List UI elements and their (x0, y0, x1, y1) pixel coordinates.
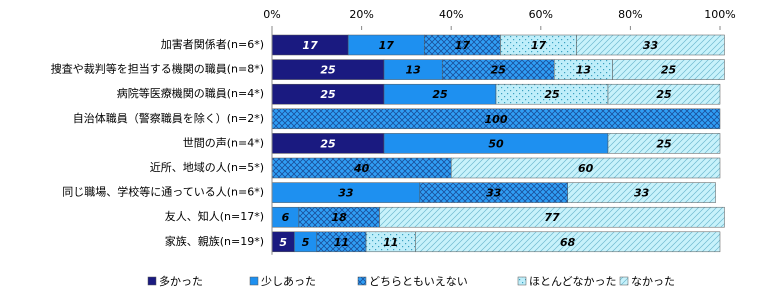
legend-label: ほとんどなかった (529, 275, 616, 288)
category-label: 世間の声(n=4*) (183, 135, 264, 149)
bar-segment (607, 83, 721, 105)
x-tick-label: 100% (704, 8, 735, 21)
value-label: 25 (491, 64, 507, 77)
value-label: 33 (486, 187, 502, 200)
category-label: 病院等医療機関の職員(n=4*) (117, 86, 264, 100)
value-label: 100 (485, 113, 508, 126)
x-tick-label: 60% (529, 8, 553, 21)
value-label: 11 (334, 236, 349, 249)
bar-segment (450, 157, 721, 179)
bar-segment (567, 182, 716, 203)
value-label: 5 (302, 236, 310, 249)
value-label: 33 (338, 187, 354, 200)
category-label: 同じ職場、学校等に通っている人(n=6*) (62, 185, 264, 199)
value-label: 13 (576, 64, 592, 77)
value-label: 77 (544, 211, 560, 224)
value-label: 17 (379, 39, 395, 52)
value-label: 11 (383, 236, 398, 249)
value-label: 6 (282, 211, 290, 224)
value-label: 25 (320, 88, 336, 101)
value-label: 33 (634, 187, 650, 200)
category-label: 家族、親族(n=19*) (165, 234, 264, 248)
value-label: 60 (578, 162, 594, 175)
value-label: 25 (661, 64, 677, 77)
value-label: 17 (531, 39, 547, 52)
legend-swatch (357, 276, 367, 286)
category-label: 友人、知人(n=17*) (165, 209, 264, 223)
bar-segment (415, 231, 721, 253)
x-tick-label: 80% (618, 8, 642, 21)
bar-segment (612, 59, 725, 80)
value-label: 25 (320, 137, 336, 150)
value-label: 40 (353, 162, 370, 175)
value-label: 17 (302, 39, 318, 52)
value-label: 68 (560, 236, 576, 249)
value-label: 13 (405, 64, 421, 77)
legend-label: 多かった (159, 274, 203, 288)
legend-label: なかった (631, 275, 675, 288)
value-label: 50 (488, 137, 504, 150)
legend-swatch (249, 276, 259, 286)
category-label: 近所、地域の人(n=5*) (150, 161, 264, 174)
legend-swatch (619, 276, 629, 286)
value-label: 17 (455, 39, 471, 52)
bar-segment (576, 34, 725, 56)
category-label: 自治体職員（警察職員を除く）(n=2*) (73, 111, 264, 125)
value-label: 18 (332, 211, 348, 224)
bar-segment (607, 133, 721, 154)
value-label: 25 (656, 88, 672, 101)
category-label: 加害者関係者(n=6*) (161, 37, 264, 51)
value-label: 25 (656, 137, 672, 150)
value-label: 33 (643, 39, 659, 52)
value-label: 25 (432, 88, 448, 101)
legend-label: どちらともいえない (369, 275, 468, 288)
value-label: 25 (544, 88, 560, 101)
value-label: 5 (279, 236, 287, 249)
value-label: 25 (320, 64, 336, 77)
x-tick-label: 0% (263, 8, 280, 21)
legend-label: 少しあった (261, 275, 316, 288)
legend-swatch (517, 276, 527, 286)
category-label: 捜査や裁判等を担当する機関の職員(n=8*) (51, 62, 264, 76)
legend-swatch (147, 276, 157, 286)
bar-segment (379, 206, 725, 228)
x-tick-label: 40% (439, 8, 463, 21)
x-tick-label: 20% (349, 8, 373, 21)
